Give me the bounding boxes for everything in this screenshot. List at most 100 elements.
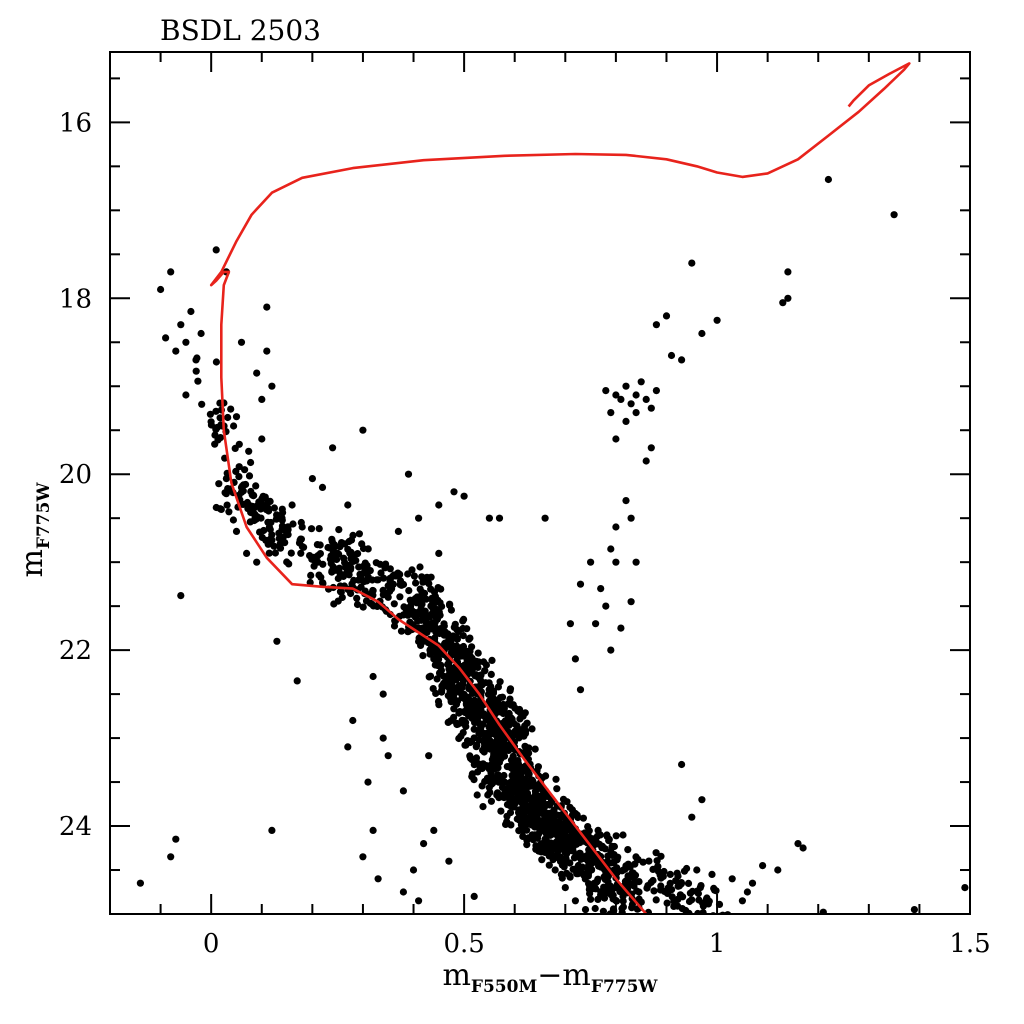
star-point — [740, 919, 747, 926]
star-point — [415, 637, 423, 646]
plot-content — [136, 62, 969, 931]
star-point — [259, 492, 267, 500]
star-point — [587, 895, 595, 903]
star-point — [270, 542, 278, 550]
star-point — [444, 660, 452, 669]
star-point — [666, 870, 674, 879]
star-point — [420, 589, 429, 597]
star-point — [447, 698, 455, 706]
star-point — [622, 417, 630, 425]
star-point — [433, 628, 441, 636]
star-point — [212, 358, 220, 366]
star-point — [366, 599, 374, 607]
star-point — [241, 466, 249, 474]
star-point — [197, 329, 205, 338]
star-point — [420, 625, 428, 633]
star-point — [230, 422, 238, 430]
star-point — [622, 497, 630, 505]
star-point — [404, 611, 412, 619]
star-point — [484, 791, 492, 799]
star-point — [194, 377, 202, 385]
star-point — [465, 685, 473, 693]
star-point — [497, 807, 505, 815]
star-point — [232, 527, 241, 536]
star-point — [263, 347, 271, 355]
star-point — [698, 796, 706, 804]
star-point — [253, 558, 261, 566]
star-point — [511, 800, 519, 808]
star-point — [341, 559, 349, 567]
star-point — [477, 706, 485, 714]
star-point — [284, 523, 292, 531]
star-point — [613, 864, 621, 872]
star-point — [566, 873, 574, 881]
star-point — [684, 879, 693, 888]
star-point — [212, 407, 220, 415]
star-point — [315, 525, 323, 533]
star-point — [673, 869, 681, 877]
star-point — [487, 670, 495, 679]
star-point — [553, 785, 561, 793]
star-point — [571, 655, 580, 663]
star-point — [484, 762, 492, 771]
star-point — [212, 425, 220, 434]
star-point — [497, 751, 505, 760]
star-point — [478, 764, 486, 773]
star-point — [606, 882, 614, 890]
star-point — [328, 535, 336, 543]
star-point — [444, 630, 452, 638]
star-point — [560, 863, 568, 871]
star-point — [328, 567, 336, 575]
star-point — [413, 593, 421, 601]
star-point — [433, 675, 441, 683]
star-point — [651, 919, 658, 926]
star-point — [273, 637, 281, 645]
star-point — [380, 574, 388, 582]
star-point — [519, 832, 527, 841]
star-point — [634, 856, 642, 864]
star-point — [349, 716, 357, 725]
star-point — [211, 431, 219, 439]
star-point — [627, 400, 635, 408]
star-point — [657, 923, 664, 930]
star-point — [488, 656, 496, 665]
star-point — [450, 488, 458, 496]
star-point — [193, 354, 201, 362]
star-point — [348, 580, 356, 588]
star-point — [662, 312, 671, 320]
star-point — [465, 663, 473, 671]
star-point — [248, 502, 256, 510]
star-point — [389, 580, 397, 589]
star-point — [506, 685, 515, 693]
star-point — [495, 514, 504, 522]
star-point — [612, 391, 620, 399]
star-point — [238, 482, 246, 490]
star-point — [386, 565, 394, 573]
star-point — [227, 405, 235, 413]
star-point — [460, 615, 468, 624]
star-point — [293, 677, 301, 685]
star-point — [225, 508, 233, 516]
star-point — [379, 690, 387, 698]
star-point — [507, 791, 515, 799]
star-point — [648, 920, 655, 927]
star-point — [459, 719, 467, 727]
star-point — [182, 391, 190, 399]
star-point — [396, 577, 405, 585]
star-point — [728, 875, 736, 883]
star-point — [470, 758, 478, 766]
star-point — [432, 655, 440, 663]
star-point — [639, 924, 646, 931]
star-point — [425, 612, 433, 620]
star-point — [506, 809, 515, 817]
star-point — [551, 825, 559, 833]
star-point — [354, 550, 362, 558]
star-point — [561, 884, 569, 892]
star-point — [685, 897, 694, 906]
star-point — [683, 864, 691, 873]
star-point — [635, 888, 643, 896]
star-point — [157, 285, 165, 294]
star-point — [563, 836, 571, 844]
star-point — [583, 856, 592, 864]
star-point — [357, 572, 365, 581]
